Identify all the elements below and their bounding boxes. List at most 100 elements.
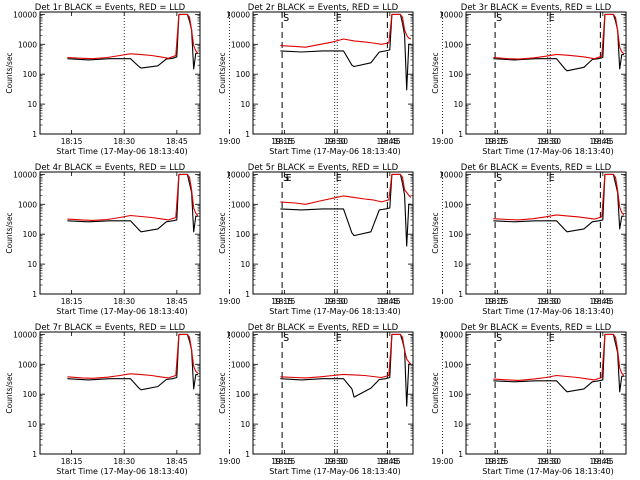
y-tick-label: 100 — [236, 70, 251, 79]
y-tick-label: 1000 — [18, 40, 37, 49]
series-line-lld — [280, 173, 412, 205]
x-tick-label: 18:15 — [274, 297, 296, 306]
x-tick-label: 18:45 — [166, 297, 188, 306]
x-axis-label: Start Time (17-May-06 18:13:40) — [482, 307, 613, 316]
series-line-lld — [67, 173, 199, 221]
plot-frame — [39, 171, 201, 295]
x-tick-label: 19:45 — [377, 297, 399, 306]
panel-det-7: Det 7r BLACK = Events, RED = LLD 1 10 100 10… — [5, 323, 398, 476]
y-tick-label: 1 — [32, 290, 37, 299]
y-tick-label: 10 — [453, 420, 463, 429]
x-tick-label: 18:15 — [487, 297, 509, 306]
x-axis-label: Start Time (17-May-06 18:13:40) — [482, 147, 613, 156]
x-tick-label: 18:15 — [487, 457, 509, 466]
y-tick-label: 1 — [245, 130, 250, 139]
series-line-events — [493, 173, 624, 233]
series-line-events — [280, 13, 411, 91]
x-tick-label: 19:00 — [432, 457, 454, 466]
panel-det-4: Det 4r BLACK = Events, RED = LLD 1 10 100 10… — [5, 163, 398, 316]
plot-frame — [252, 11, 414, 135]
x-tick-label: 18:30 — [326, 297, 348, 306]
plot-frame — [252, 331, 414, 455]
x-tick-label: 19:45 — [590, 297, 612, 306]
series-line-lld — [67, 333, 199, 379]
x-tick-label: 19:15 — [271, 457, 293, 466]
x-tick-label: 18:30 — [113, 457, 135, 466]
x-tick-label: 18:45 — [592, 297, 614, 306]
y-tick-label: 10000 — [439, 330, 463, 339]
marker-e: E — [336, 173, 342, 184]
y-tick-label: 1 — [32, 130, 37, 139]
x-tick-label: 19:45 — [590, 137, 612, 146]
y-tick-label: 1 — [458, 290, 463, 299]
y-tick-label: 10000 — [226, 10, 250, 19]
panel-title: Det 2r BLACK = Events, RED = LLD — [248, 3, 399, 13]
series-line-events — [280, 173, 411, 247]
x-tick-label: 19:30 — [324, 297, 346, 306]
plot-frame — [39, 331, 201, 455]
x-axis-label: Start Time (17-May-06 18:13:40) — [269, 147, 400, 156]
x-tick-label: 18:45 — [592, 137, 614, 146]
x-axis-label: Start Time (17-May-06 18:13:40) — [269, 307, 400, 316]
y-tick-label: 1 — [458, 130, 463, 139]
series-line-events — [67, 173, 198, 233]
y-tick-label: 1000 — [231, 360, 250, 369]
panel-title: Det 4r BLACK = Events, RED = LLD — [35, 163, 186, 173]
x-axis-label: Start Time (17-May-06 18:13:40) — [56, 467, 187, 476]
y-tick-label: 10 — [240, 260, 250, 269]
x-tick-label: 19:00 — [219, 457, 241, 466]
y-tick-label: 100 — [449, 70, 464, 79]
marker-s: S — [283, 13, 289, 24]
x-tick-label: 18:30 — [539, 137, 561, 146]
x-tick-label: 19:00 — [219, 297, 241, 306]
x-tick-label: 18:15 — [61, 297, 83, 306]
x-axis-label: Start Time (17-May-06 18:13:40) — [269, 467, 400, 476]
y-axis-label: Counts/sec — [5, 212, 14, 253]
y-tick-label: 100 — [23, 230, 38, 239]
panel-title: Det 1r BLACK = Events, RED = LLD — [35, 3, 186, 13]
plot-frame — [465, 331, 627, 455]
y-tick-label: 1 — [245, 450, 250, 459]
y-tick-label: 100 — [23, 390, 38, 399]
panel-title: Det 6r BLACK = Events, RED = LLD — [461, 163, 612, 173]
panel-title: Det 3r BLACK = Events, RED = LLD — [461, 3, 612, 13]
x-tick-label: 18:45 — [379, 457, 401, 466]
y-tick-label: 10 — [240, 100, 250, 109]
x-tick-label: 19:15 — [271, 137, 293, 146]
x-tick-label: 19:30 — [324, 457, 346, 466]
series-line-lld — [493, 13, 625, 60]
x-axis-label: Start Time (17-May-06 18:13:40) — [482, 467, 613, 476]
x-tick-label: 19:00 — [432, 297, 454, 306]
y-axis-label: Counts/sec — [431, 212, 440, 253]
y-tick-label: 10000 — [13, 10, 37, 19]
x-tick-label: 19:30 — [537, 137, 559, 146]
series-line-lld — [67, 13, 199, 60]
plot-frame — [39, 11, 201, 135]
marker-e: E — [286, 173, 292, 184]
x-tick-label: 19:45 — [590, 457, 612, 466]
y-tick-label: 10 — [453, 260, 463, 269]
series-line-lld — [280, 333, 412, 379]
marker-e: E — [549, 173, 555, 184]
x-tick-label: 18:45 — [592, 457, 614, 466]
y-tick-label: 10000 — [13, 330, 37, 339]
y-tick-label: 100 — [449, 390, 464, 399]
y-axis-label: Counts/sec — [5, 52, 14, 93]
y-tick-label: 10000 — [439, 10, 463, 19]
panel-det-9: Det 9r BLACK = Events, RED = LLD 1 10 100 10… — [431, 323, 627, 476]
x-axis-label: Start Time (17-May-06 18:13:40) — [56, 147, 187, 156]
plot-frame — [252, 171, 414, 295]
y-axis-label: Counts/sec — [431, 372, 440, 413]
marker-s: S — [496, 13, 502, 24]
y-tick-label: 1 — [245, 290, 250, 299]
marker-s: S — [283, 173, 289, 184]
marker-e: E — [336, 333, 342, 344]
y-axis-label: Counts/sec — [5, 372, 14, 413]
panel-det-8: Det 8r BLACK = Events, RED = LLD 1 10 100 10… — [218, 323, 611, 476]
y-tick-label: 1000 — [231, 40, 250, 49]
marker-s: S — [283, 333, 289, 344]
x-tick-label: 18:30 — [326, 137, 348, 146]
panel-title: Det 9r BLACK = Events, RED = LLD — [461, 323, 612, 333]
marker-s: S — [496, 333, 502, 344]
